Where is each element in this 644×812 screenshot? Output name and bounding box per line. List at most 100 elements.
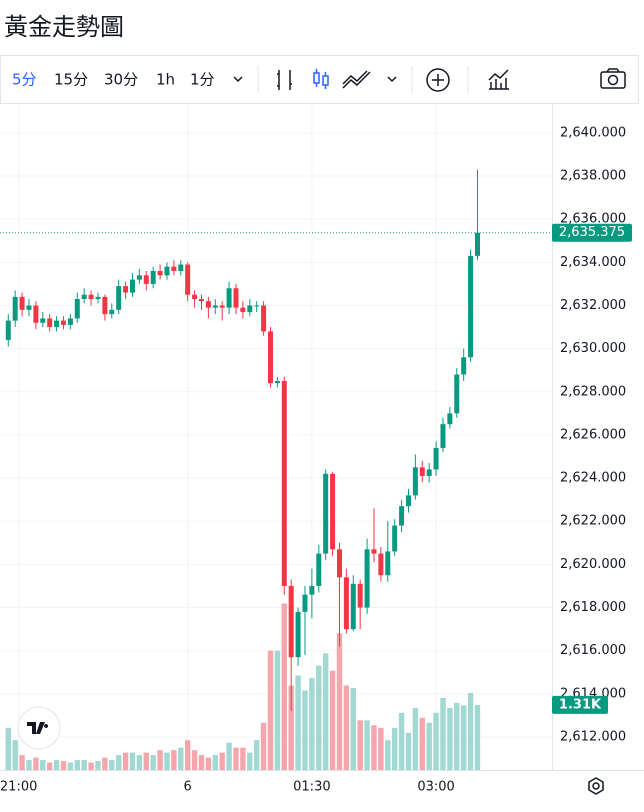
y-tick-label: 2,624.000 xyxy=(560,471,626,486)
volume-bar xyxy=(398,712,405,770)
volume-bar xyxy=(426,722,432,770)
candle-body xyxy=(95,296,101,300)
candle-body xyxy=(116,286,122,310)
y-tick-label: 2,634.000 xyxy=(560,255,626,270)
candle-body xyxy=(412,467,418,496)
candle-body xyxy=(468,255,474,358)
candle-body xyxy=(454,374,460,414)
interval-button[interactable]: 30分 xyxy=(104,71,138,89)
last-volume-label: 1.31K xyxy=(559,697,602,712)
snapshot-icon[interactable] xyxy=(600,68,626,89)
candle-body xyxy=(302,594,308,612)
last-price-label: 2,635.375 xyxy=(559,225,625,240)
volume-bar xyxy=(385,740,391,770)
volume-bar xyxy=(40,760,46,770)
volume-bar xyxy=(171,750,177,770)
volume-bar xyxy=(226,742,232,770)
candle-body xyxy=(40,318,46,323)
volume-bar xyxy=(115,755,122,770)
candle-body xyxy=(247,305,253,312)
candle-body xyxy=(5,320,11,341)
last-price-tag xyxy=(552,223,632,242)
volume-bar xyxy=(95,761,101,770)
candles-icon[interactable] xyxy=(313,69,329,89)
volume-bar xyxy=(267,650,274,770)
area-icon[interactable] xyxy=(342,70,371,89)
volume-bar xyxy=(295,675,301,770)
candle-body xyxy=(261,305,267,332)
dropdown-icon[interactable] xyxy=(233,76,243,83)
candle-body xyxy=(192,294,198,300)
candle-body xyxy=(295,611,301,658)
candle-body xyxy=(254,305,260,307)
volume-bar xyxy=(412,707,419,770)
volume-bar xyxy=(150,755,156,770)
candle-body xyxy=(212,305,218,308)
candle-body xyxy=(226,288,232,308)
volume-bar xyxy=(357,720,363,770)
volume-bar xyxy=(191,750,198,770)
candle-body xyxy=(426,469,432,476)
candle-body xyxy=(440,424,446,448)
compare-icon[interactable] xyxy=(488,69,509,90)
volume-bar xyxy=(219,752,225,770)
volume-bar xyxy=(378,727,384,770)
candle-body xyxy=(157,270,163,276)
candle-body xyxy=(164,266,170,276)
volume-bar xyxy=(460,705,467,770)
candle-body xyxy=(185,264,191,295)
volume-bar xyxy=(33,757,39,770)
x-tick-label: 21:00 xyxy=(0,780,37,795)
volume-bar xyxy=(467,692,474,770)
bars-icon[interactable] xyxy=(277,70,292,90)
y-tick-label: 2,640.000 xyxy=(560,125,626,140)
candle-body xyxy=(371,549,377,554)
candle-body xyxy=(12,296,18,321)
plot-area: 2,612.0002,614.0002,616.0002,618.0002,62… xyxy=(0,104,632,795)
y-tick-label: 2,628.000 xyxy=(560,384,626,399)
candle-body xyxy=(81,294,87,300)
y-tick-label: 2,616.000 xyxy=(560,643,626,658)
candle-body xyxy=(378,553,384,576)
volume-bar xyxy=(371,725,377,770)
interval-button[interactable]: 15分 xyxy=(54,71,88,89)
volume-bar xyxy=(102,757,108,770)
volume-bar xyxy=(233,747,239,770)
candle-body xyxy=(323,473,329,554)
volume-bar xyxy=(136,755,143,770)
dropdown-icon[interactable] xyxy=(387,76,397,83)
candle-body xyxy=(171,266,177,271)
candle-body xyxy=(143,275,149,284)
interval-button[interactable]: 1分 xyxy=(190,71,215,89)
interval-button[interactable]: 1h xyxy=(156,71,175,89)
candle-body xyxy=(60,320,66,325)
candle-body xyxy=(350,583,356,630)
volume-bar xyxy=(391,727,398,770)
y-tick-label: 2,638.000 xyxy=(560,169,626,184)
volume-bar xyxy=(212,755,218,770)
candle-body xyxy=(309,585,315,595)
tradingview-logo xyxy=(17,706,61,750)
candle-body xyxy=(109,309,115,315)
candle-body xyxy=(54,320,60,328)
settings-icon[interactable] xyxy=(588,777,604,795)
volume-bar xyxy=(53,760,60,770)
volume-bar xyxy=(157,750,163,770)
volume-bar xyxy=(122,752,129,770)
candle-body xyxy=(433,447,439,470)
candle-body xyxy=(33,305,39,323)
add-indicator-icon[interactable] xyxy=(426,68,450,92)
x-tick-label: 03:00 xyxy=(417,780,454,795)
candle-body xyxy=(198,299,204,302)
volume-bar xyxy=(316,665,322,770)
interval-button[interactable]: 5分 xyxy=(12,71,37,89)
candle-body xyxy=(267,331,273,384)
candle-body xyxy=(330,473,336,550)
x-tick-label: 01:30 xyxy=(293,780,330,795)
candle-body xyxy=(47,318,53,328)
candle-body xyxy=(88,294,94,300)
candle-body xyxy=(219,305,225,308)
volume-bar xyxy=(74,760,80,770)
volume-bar xyxy=(184,740,191,770)
y-tick-label: 2,636.000 xyxy=(560,212,626,227)
